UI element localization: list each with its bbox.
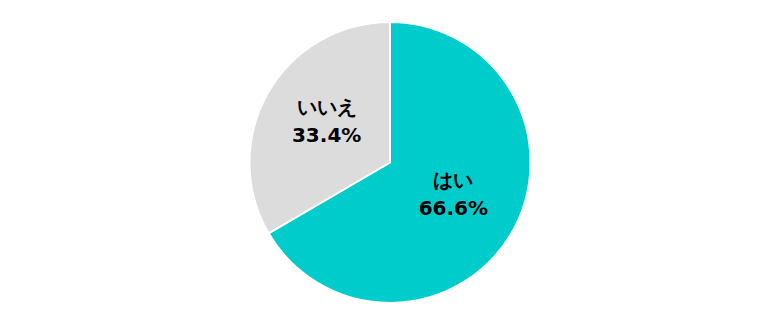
slice-label: いいえ: [297, 95, 357, 119]
slice-label: はい: [433, 168, 473, 192]
data-label: 66.6%: [419, 196, 488, 220]
slices: [250, 22, 531, 303]
chart: はい 66.6% いいえ 33.4%: [0, 0, 780, 325]
data-label: 33.4%: [292, 123, 361, 147]
pie-slice: [250, 22, 390, 233]
labels: はい 66.6% いいえ 33.4%: [292, 95, 488, 220]
